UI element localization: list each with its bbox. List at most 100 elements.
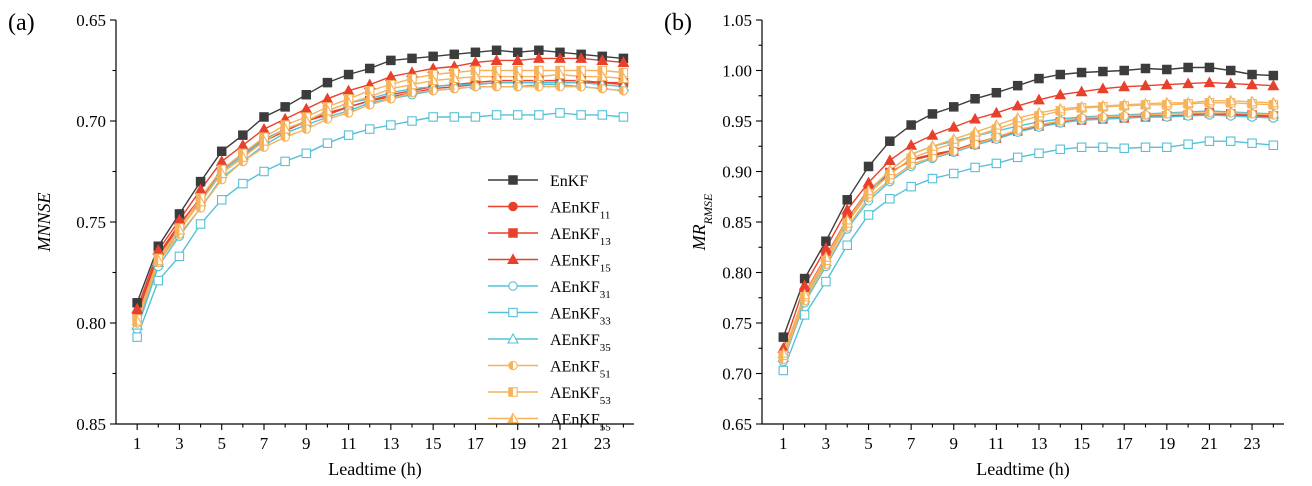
data-point — [300, 102, 313, 114]
data-point — [842, 195, 852, 205]
series-markers-aenkf55 — [777, 94, 1280, 358]
data-point — [322, 77, 333, 88]
data-point-fill — [820, 252, 826, 262]
panel-label: (a) — [8, 10, 35, 36]
data-point-fill — [1098, 112, 1103, 122]
data-point-fill — [970, 127, 976, 137]
data-point-fill — [343, 97, 349, 107]
data-point-fill — [428, 75, 434, 85]
data-point — [512, 110, 523, 120]
x-tick-label: 7 — [907, 434, 916, 453]
data-point — [575, 52, 588, 63]
data-point — [1225, 65, 1236, 76]
data-point-fill — [407, 79, 412, 89]
data-point — [364, 124, 375, 134]
data-point — [491, 45, 502, 56]
data-point-fill — [217, 165, 222, 174]
y-tick-label: 1.00 — [722, 62, 752, 81]
data-point-fill — [1033, 107, 1039, 117]
data-point — [1034, 148, 1044, 159]
legend-marker-fill — [508, 361, 513, 370]
data-point-fill — [471, 66, 476, 75]
data-point — [1247, 69, 1257, 80]
series-markers-aenkf35 — [777, 104, 1280, 362]
x-tick-label: 5 — [864, 434, 873, 453]
panel-label: (b) — [664, 10, 692, 36]
data-point — [1162, 64, 1172, 75]
data-point-fill — [799, 289, 805, 299]
series-markers-enkf — [778, 62, 1279, 342]
data-point-fill — [364, 91, 370, 101]
data-point — [511, 54, 524, 65]
data-point-fill — [1119, 99, 1125, 109]
data-point-fill — [1141, 110, 1146, 120]
x-tick-label: 7 — [260, 434, 269, 453]
data-point — [449, 49, 460, 60]
legend-marker-fill — [508, 387, 513, 397]
data-point-fill — [302, 112, 307, 122]
data-point — [1012, 152, 1023, 163]
data-point-fill — [534, 82, 539, 91]
data-point — [1076, 142, 1087, 153]
x-tick-label: 17 — [1116, 434, 1134, 453]
series-markers-aenkf15 — [777, 76, 1280, 353]
x-tick-label: 11 — [988, 434, 1004, 453]
data-point — [1183, 62, 1193, 73]
data-point-fill — [1269, 110, 1274, 120]
data-point — [991, 87, 1002, 98]
data-point-fill — [216, 168, 222, 178]
data-point — [1119, 65, 1129, 76]
legend-label: AEnKF11 — [550, 200, 610, 222]
data-point-fill — [1012, 112, 1018, 122]
data-point-fill — [619, 86, 624, 95]
legend-label: EnKF — [550, 173, 588, 190]
data-point — [863, 210, 874, 220]
data-point-fill — [598, 66, 603, 75]
y-tick-label: 0.65 — [722, 415, 752, 434]
data-point — [554, 52, 566, 63]
data-point — [490, 54, 503, 65]
data-point — [949, 168, 959, 179]
data-point — [1203, 76, 1216, 88]
data-point-fill — [1034, 120, 1039, 130]
data-point — [618, 112, 629, 122]
data-point-fill — [259, 132, 264, 142]
series-line-aenkf33 — [136, 112, 624, 338]
y-tick-label: 0.90 — [722, 163, 752, 182]
data-point-fill — [492, 82, 497, 91]
y-tick-label: 0.80 — [76, 314, 106, 333]
data-point — [576, 110, 586, 120]
data-point — [1098, 142, 1108, 153]
data-point-fill — [863, 185, 869, 195]
x-tick-label: 21 — [552, 434, 569, 453]
data-point-fill — [555, 66, 560, 75]
data-point — [1076, 67, 1087, 78]
legend: EnKF AEnKF11 AEnKF13 AEnKF15 AEnKF31 AEnKF33 A… — [488, 173, 611, 434]
y-tick-label: 0.85 — [76, 415, 106, 434]
data-point-fill — [533, 71, 539, 81]
data-point — [778, 332, 789, 342]
data-point — [970, 162, 980, 173]
data-point-fill — [365, 100, 370, 110]
series-line-aenkf53 — [782, 102, 1274, 356]
data-point — [491, 110, 502, 120]
y-tick-label: 0.80 — [722, 264, 752, 283]
data-point-fill — [1162, 109, 1167, 119]
data-point-fill — [1140, 98, 1146, 108]
data-point — [969, 112, 981, 124]
data-point-fill — [1097, 100, 1103, 110]
data-point — [1225, 136, 1236, 146]
legend-label: AEnKF33 — [550, 306, 611, 328]
data-point-fill — [1205, 108, 1210, 118]
data-point — [1182, 77, 1195, 89]
data-point-fill — [576, 82, 582, 91]
legend-marker — [508, 228, 518, 238]
data-point — [1055, 69, 1066, 80]
data-point — [991, 158, 1002, 169]
data-point-fill — [1204, 95, 1210, 105]
data-point — [842, 240, 852, 250]
data-point — [215, 155, 228, 166]
data-point-fill — [280, 132, 286, 142]
legend-marker-fill — [508, 413, 513, 423]
data-point — [1011, 99, 1024, 111]
